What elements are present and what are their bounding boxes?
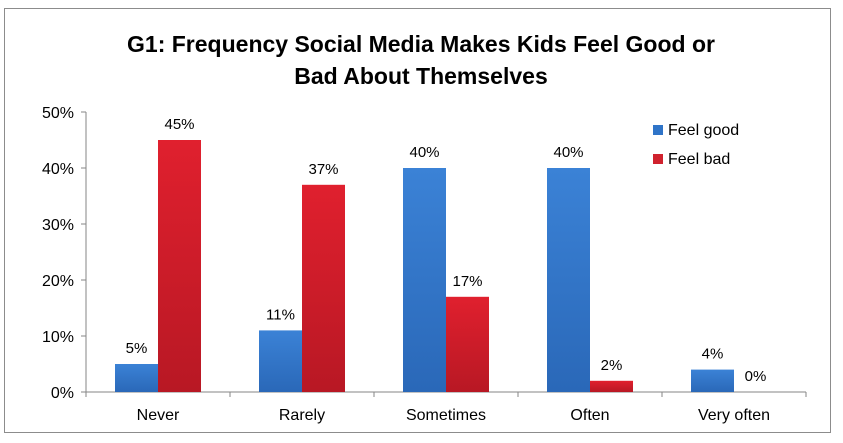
data-label-feel-bad: 0%	[745, 368, 767, 385]
legend-label-feel-bad: Feel bad	[668, 151, 730, 168]
data-label-feel-bad: 17%	[452, 273, 482, 290]
chart-title-line-1: G1: Frequency Social Media Makes Kids Fe…	[127, 31, 715, 57]
bar-feel-good	[115, 364, 158, 392]
category-label: Often	[570, 407, 609, 424]
category-label: Rarely	[279, 407, 325, 424]
bar-feel-bad	[590, 380, 633, 392]
bars	[115, 140, 734, 392]
legend-swatch-feel-good	[653, 125, 663, 135]
x-axis-ticks	[85, 392, 807, 397]
legend-label-feel-good: Feel good	[668, 122, 739, 139]
y-tick-label: 0%	[51, 385, 74, 402]
category-labels: Never Rarely Sometimes Often Very often	[137, 407, 770, 424]
data-label-feel-bad: 37%	[308, 161, 338, 178]
y-tick-label: 50%	[42, 105, 74, 122]
y-tick-label: 40%	[42, 161, 74, 178]
category-label: Sometimes	[406, 407, 486, 424]
y-tick-label: 30%	[42, 217, 74, 234]
bar-feel-bad	[446, 296, 489, 392]
legend-swatch-feel-bad	[653, 154, 663, 164]
chart-title-line-2: Bad About Themselves	[294, 63, 547, 89]
data-label-feel-good: 4%	[702, 346, 724, 363]
category-label: Very often	[698, 407, 770, 424]
y-tick-label: 20%	[42, 273, 74, 290]
data-label-feel-good: 40%	[553, 144, 583, 161]
bar-feel-good	[259, 330, 302, 392]
bar-feel-good	[403, 168, 446, 392]
y-axis-ticks: 0% 10% 20% 30% 40% 50%	[42, 105, 86, 402]
data-labels: 5% 45% 11% 37% 40% 17% 40% 2% 4% 0%	[126, 116, 767, 385]
data-label-feel-bad: 2%	[601, 357, 623, 374]
legend: Feel good Feel bad	[653, 122, 739, 168]
data-label-feel-bad: 45%	[164, 116, 194, 133]
bar-feel-bad	[158, 140, 201, 392]
data-label-feel-good: 5%	[126, 340, 148, 357]
y-tick-label: 10%	[42, 329, 74, 346]
category-label: Never	[137, 407, 180, 424]
bar-feel-bad	[302, 184, 345, 392]
bar-feel-good	[547, 168, 590, 392]
bar-feel-good	[691, 369, 734, 392]
data-label-feel-good: 11%	[266, 306, 295, 323]
data-label-feel-good: 40%	[409, 144, 439, 161]
